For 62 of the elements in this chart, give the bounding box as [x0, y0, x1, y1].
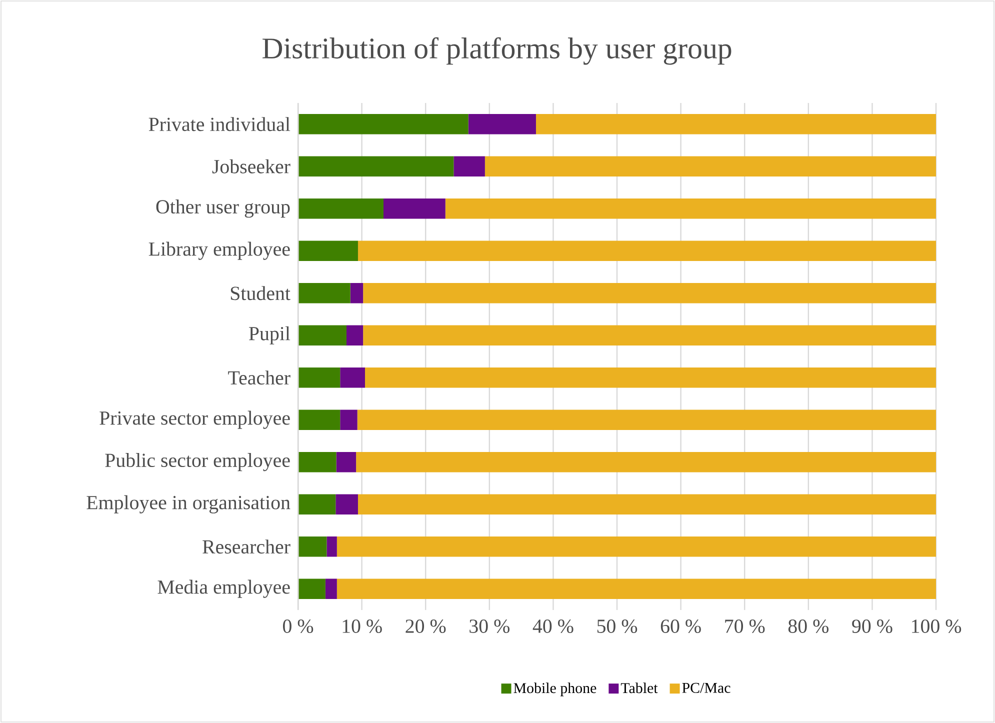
bar	[326, 536, 337, 557]
y-tick-label: Researcher	[202, 540, 290, 554]
x-tick-label: 30 %	[470, 620, 510, 634]
bar	[340, 410, 358, 430]
legend-label: Mobile phone	[514, 682, 596, 696]
bar	[357, 410, 936, 430]
bar	[298, 578, 326, 599]
y-tick-label: Teacher	[228, 370, 290, 385]
y-tick-label: Jobseeker	[212, 159, 290, 174]
legend-label: PC/Mac	[682, 682, 730, 693]
x-tick-label: 60 %	[660, 620, 701, 634]
bar	[445, 198, 936, 219]
x-tick-label: 10 %	[342, 620, 382, 634]
x-tick-label: 80 %	[788, 620, 828, 634]
y-tick-label: Employee in organisation	[86, 495, 290, 514]
bar	[336, 452, 356, 472]
x-tick-label: 100 %	[912, 620, 962, 634]
chart-title: Distribution of platforms by user group	[262, 37, 732, 65]
bar	[363, 325, 936, 346]
bar	[346, 325, 364, 346]
bar	[468, 114, 536, 134]
x-tick-label: 40 %	[532, 620, 574, 634]
x-tick-label: 90 %	[852, 620, 892, 634]
bar	[298, 240, 358, 261]
x-tick-label: 70 %	[725, 620, 765, 634]
bar	[336, 494, 358, 514]
bar	[298, 325, 346, 346]
bar	[325, 578, 337, 599]
bar	[298, 156, 454, 176]
bar	[454, 156, 485, 176]
bar	[298, 198, 384, 219]
y-tick-label: Pupil	[248, 326, 290, 344]
y-tick-label: Student	[230, 286, 290, 300]
bar	[340, 367, 365, 388]
x-tick-label: 0 %	[283, 620, 314, 634]
bar	[298, 282, 350, 304]
bar	[365, 367, 936, 388]
bar	[336, 578, 936, 599]
y-tick-label: Media employee	[158, 580, 290, 598]
legend-label: Tablet	[620, 682, 658, 694]
bar	[298, 367, 340, 388]
bar	[536, 114, 936, 134]
bar	[336, 536, 936, 557]
bar	[298, 536, 327, 557]
y-tick-label: Public sector employee	[105, 453, 290, 472]
bar	[358, 494, 936, 514]
bar	[298, 410, 340, 430]
bar	[363, 282, 936, 304]
bar	[484, 156, 936, 176]
bar	[350, 282, 364, 304]
x-tick-label: 50 %	[597, 620, 638, 634]
y-tick-label: Private individual	[148, 117, 290, 132]
bar	[384, 198, 446, 219]
y-tick-label: Other user group	[156, 200, 290, 218]
bar	[298, 452, 336, 472]
bar	[358, 240, 936, 261]
bar	[356, 452, 936, 472]
x-tick-label: 20 %	[406, 620, 446, 634]
y-tick-label: Private sector employee	[100, 410, 290, 429]
y-tick-label: Library employee	[148, 242, 290, 260]
bar	[298, 494, 336, 514]
bar	[298, 114, 468, 134]
